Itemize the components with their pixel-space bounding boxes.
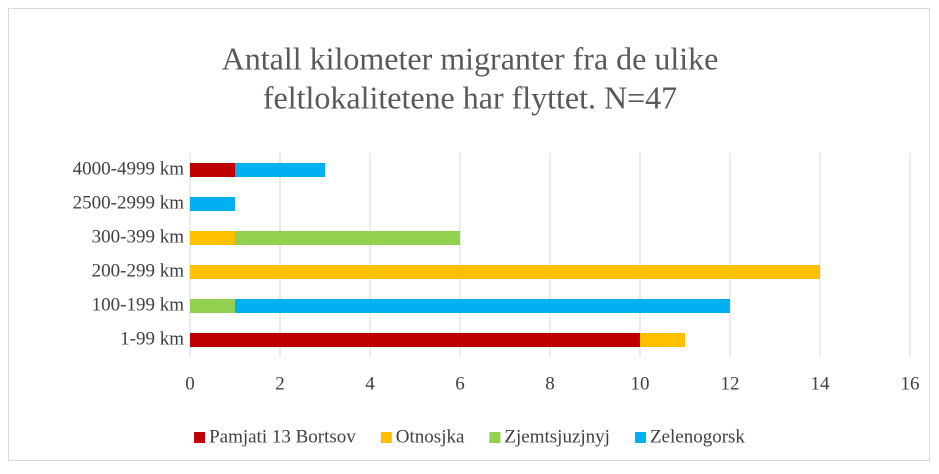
bar <box>190 197 235 211</box>
x-tick-label: 12 <box>721 373 740 394</box>
legend-label: Otnosjka <box>396 426 465 447</box>
legend-swatch <box>489 432 501 443</box>
y-tick-label: 2500-2999 km <box>73 192 185 213</box>
chart-title: feltlokalitetene har flyttet. N=47 <box>263 79 677 115</box>
bar <box>640 333 685 347</box>
legend-label: Zjemtsjuzjnyj <box>504 426 610 447</box>
x-tick-label: 2 <box>275 373 285 394</box>
x-tick-label: 6 <box>455 373 465 394</box>
x-tick-label: 16 <box>901 373 920 394</box>
y-tick-label: 300-399 km <box>92 226 185 247</box>
legend-swatch <box>194 432 206 443</box>
bar <box>235 299 730 313</box>
bar <box>190 333 640 347</box>
x-tick-label: 0 <box>185 373 195 394</box>
bar <box>190 163 235 177</box>
y-tick-label: 1-99 km <box>120 328 184 349</box>
x-tick-label: 10 <box>631 373 650 394</box>
bar <box>235 163 325 177</box>
x-tick-label: 4 <box>365 373 375 394</box>
bar <box>190 299 235 313</box>
y-tick-label: 4000-4999 km <box>73 158 185 179</box>
chart-title: Antall kilometer migranter fra de ulike <box>222 40 719 76</box>
chart-border <box>8 8 930 461</box>
legend-label: Zelenogorsk <box>650 426 745 447</box>
legend-swatch <box>380 432 392 443</box>
legend-label: Pamjati 13 Bortsov <box>209 426 356 447</box>
bar <box>235 231 460 245</box>
x-tick-label: 14 <box>811 373 831 394</box>
y-tick-label: 100-199 km <box>92 294 185 315</box>
bar <box>190 265 820 279</box>
x-tick-label: 8 <box>545 373 555 394</box>
y-tick-label: 200-299 km <box>92 260 185 281</box>
bar <box>190 231 235 245</box>
legend-swatch <box>634 432 646 443</box>
